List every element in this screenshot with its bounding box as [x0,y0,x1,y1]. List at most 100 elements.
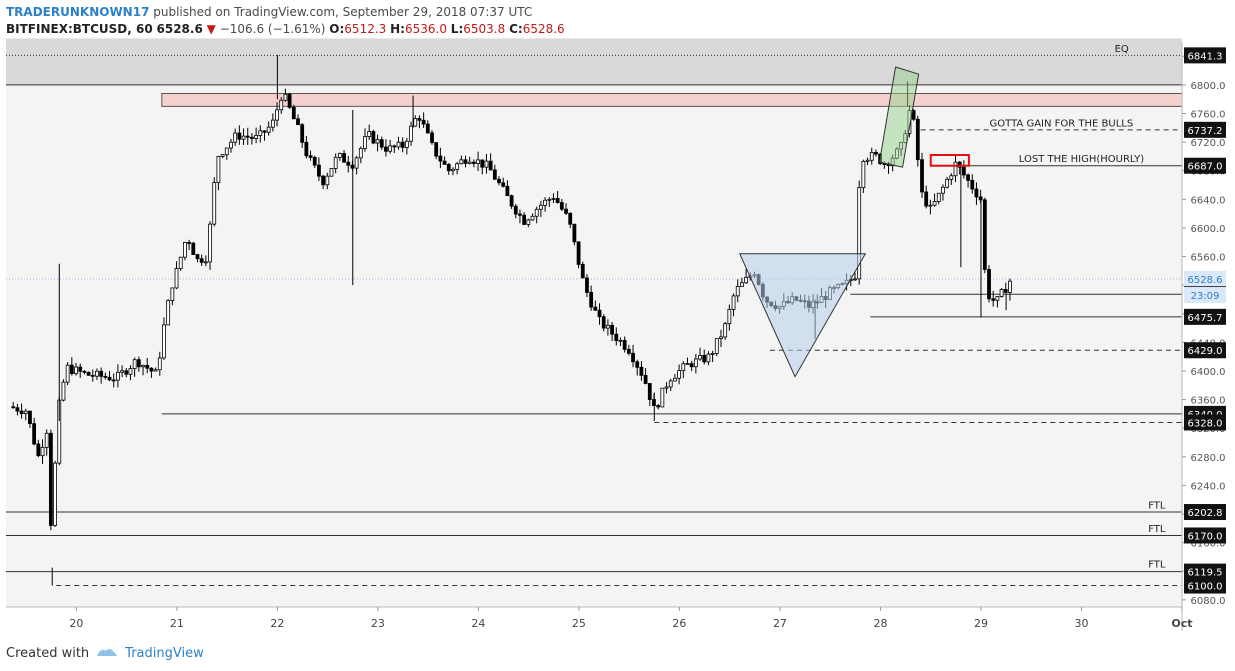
x-tick-label: 20 [69,617,83,630]
candle-body [463,159,468,164]
x-tick-label: 30 [1074,617,1088,630]
candle-body [551,198,556,200]
x-tick-label: 28 [873,617,887,630]
high-value: 6536.0 [404,22,447,36]
candle-body [78,366,83,372]
candle-body [178,256,183,269]
candle-body [99,370,104,377]
candle-body [920,159,924,193]
low-value: 6503.8 [463,22,506,36]
candle-body [375,139,380,144]
price-label: 6841.3 [1188,51,1223,62]
candle-body [451,168,455,172]
y-tick-label: 6720.0 [1191,138,1226,149]
tradingview-logo-icon [95,644,119,662]
price-label-box [1184,577,1226,594]
x-tick-label: 27 [773,617,787,630]
price-label: 6528.6 [1188,275,1223,286]
candle-body [136,359,141,368]
candle-body [513,205,518,215]
candle-body [111,379,116,382]
candle-body [65,364,70,383]
tradingview-link[interactable]: TradingView [125,645,204,661]
author-link[interactable]: TRADERUNKNOWN17 [6,5,150,19]
candle-body [107,376,112,381]
candle-body [203,261,208,264]
candle-body [388,145,393,152]
candle-body [409,125,413,142]
annotation-label: FTL [1148,524,1166,535]
last-price: 6528.6 [156,22,203,36]
down-arrow-icon: ▼ [206,22,216,36]
candle-body [488,160,493,171]
candle-body [23,410,28,414]
candle-body [90,374,95,377]
candle-body [363,136,367,149]
x-tick-label: 21 [170,617,184,630]
open-label: O: [329,22,345,36]
candle-body [861,161,866,189]
candle-body [396,141,401,148]
candle-body [610,324,614,335]
candle-body [157,357,162,371]
candle-body [555,198,560,203]
candle-body [384,146,388,152]
y-tick-label: 6400.0 [1191,367,1226,378]
candle-body [438,155,443,162]
price-label: 6328.0 [1188,418,1223,429]
candle-body [949,175,954,180]
candle-body [48,432,53,526]
ohlc-line: BITFINEX:BTCUSD, 60 6528.6 ▼ −106.6 (−1.… [6,21,565,38]
candle-body [576,241,581,265]
candle-body [400,141,405,148]
candle-body [656,405,661,408]
candle-body [317,164,321,177]
candle-body [853,278,857,281]
candle-body [857,187,862,280]
candle-body [241,135,246,140]
candle-body [392,145,397,148]
x-tick-label: Oct [1171,617,1192,630]
candle-body [342,153,346,163]
candle-body [534,208,539,217]
candle-body [145,364,150,369]
candle-body [547,198,552,201]
candle-body [606,324,610,329]
descending-triangle [738,253,867,378]
created-with-label: Created with [6,645,90,661]
candle-body [681,363,686,371]
candle-body [250,136,254,139]
candle-body [224,147,229,156]
candle-body [668,380,673,388]
candle-body [11,406,16,409]
candle-body [727,308,732,325]
annotation-label: LOST THE HIGH(HOURLY) [1019,154,1144,165]
candle-body [492,169,497,180]
close-value: 6528.6 [522,22,565,36]
candle-body [312,156,317,166]
candle-body [915,118,920,161]
candle-body [308,155,313,158]
candle-body [283,93,288,101]
candle-body [953,161,958,177]
candle-body [354,157,359,169]
candle-body [928,204,933,207]
candle-body [291,106,296,120]
chart-background [6,42,1182,607]
x-tick-label: 24 [471,617,485,630]
candle-body [601,316,606,329]
candle-body [580,264,585,279]
candle-body [618,339,623,342]
candle-body [82,370,87,373]
y-tick-label: 6360.0 [1191,396,1226,407]
candle-body [103,375,108,378]
candle-body [689,363,694,368]
candle-body [693,358,698,368]
footer: Created with TradingView [6,644,204,662]
candle-body [153,369,158,372]
resistance-zone [161,92,1183,107]
price-label: 6100.0 [1188,582,1223,593]
candle-body [585,277,589,293]
candle-body [358,148,363,159]
